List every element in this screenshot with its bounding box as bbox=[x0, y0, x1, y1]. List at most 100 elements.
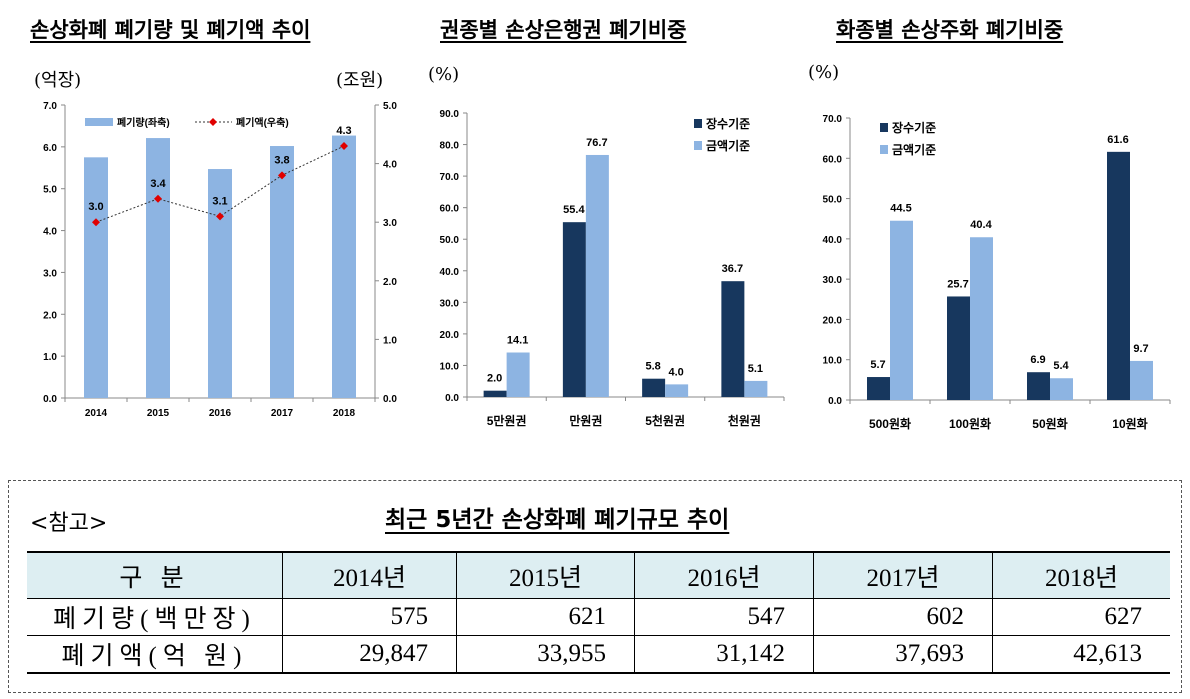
data-label: 3.1 bbox=[212, 195, 227, 207]
line-point-2016 bbox=[216, 212, 224, 221]
bar-천원권-장수기준 bbox=[721, 281, 745, 397]
legend-swatch bbox=[880, 123, 888, 132]
bar-5만원권-금액기준 bbox=[506, 352, 530, 397]
y-tick-label: 80.0 bbox=[440, 141, 460, 152]
y-tick-label: 40.0 bbox=[823, 235, 843, 246]
y-tick-label: 6.0 bbox=[43, 143, 57, 154]
bar-2014 bbox=[84, 157, 108, 398]
data-label: 61.6 bbox=[1107, 134, 1128, 146]
cell: 547 bbox=[634, 598, 814, 636]
x-tick-label: 50원화 bbox=[1032, 416, 1067, 431]
y-tick-label: 30.0 bbox=[440, 298, 460, 309]
bar-5천원권-장수기준 bbox=[642, 378, 666, 397]
x-tick-label: 2014 bbox=[85, 408, 108, 419]
bar-천원권-금액기준 bbox=[744, 380, 768, 397]
y-tick-label: 70.0 bbox=[823, 114, 843, 125]
cell: 33,955 bbox=[456, 635, 635, 673]
y-tick-label: 2.0 bbox=[43, 310, 57, 321]
legend-label: 장수기준 bbox=[892, 120, 936, 135]
y-tick-label: 4.0 bbox=[43, 227, 57, 238]
header-cell: 2017년 bbox=[813, 552, 993, 599]
x-tick-label: 만원권 bbox=[569, 413, 602, 428]
y-tick-label: 1.0 bbox=[43, 352, 57, 363]
cell: 31,142 bbox=[634, 635, 814, 673]
y-tick-label: 40.0 bbox=[440, 267, 460, 278]
x-tick-label: 5천원권 bbox=[645, 413, 685, 428]
cell: 602 bbox=[813, 598, 993, 636]
charts: 0.0 1.0 2.0 3.0 4.0 5.0 6.0 7.0 0.0 1.0 2.0 3.0 4.0 5… bbox=[43, 101, 1171, 431]
legend-label: 폐기량(좌축) bbox=[117, 116, 170, 129]
y-tick-label: 60.0 bbox=[440, 204, 460, 215]
legend-label: 금액기준 bbox=[706, 138, 750, 153]
bar-만원권-장수기준 bbox=[562, 222, 586, 397]
data-label: 4.0 bbox=[668, 366, 683, 378]
data-label: 44.5 bbox=[890, 203, 911, 215]
row-label: 폐기액(억 원) bbox=[61, 643, 248, 670]
bar-만원권-금액기준 bbox=[585, 154, 609, 397]
x-tick-label: 2017 bbox=[271, 408, 294, 419]
line-point-2014 bbox=[92, 218, 100, 227]
right-tick-label: 5.0 bbox=[383, 101, 397, 112]
x-tick-label: 500원화 bbox=[869, 416, 911, 431]
legend-label: 장수기준 bbox=[706, 116, 750, 131]
bar-2018 bbox=[332, 135, 356, 398]
y-tick-label: 10.0 bbox=[440, 361, 460, 372]
data-label: 25.7 bbox=[947, 278, 968, 290]
data-label: 3.0 bbox=[88, 201, 103, 213]
bar-50원화-금액기준 bbox=[1050, 378, 1073, 400]
cell: 37,693 bbox=[813, 635, 993, 673]
bar-100원화-장수기준 bbox=[947, 296, 970, 400]
row-label: 폐기량(백만장) bbox=[53, 606, 256, 633]
y-tick-label: 0.0 bbox=[828, 396, 842, 407]
data-label: 5.7 bbox=[870, 359, 885, 371]
legend-bar-swatch bbox=[85, 118, 113, 126]
cell: 627 bbox=[992, 598, 1170, 636]
x-tick-label: 천원권 bbox=[728, 413, 761, 428]
bar-10원화-금액기준 bbox=[1130, 360, 1153, 400]
y-tick-label: 60.0 bbox=[823, 154, 843, 165]
y-tick-label: 0.0 bbox=[43, 394, 57, 405]
y-tick-label: 3.0 bbox=[43, 268, 57, 279]
reference-label: <참고> bbox=[30, 511, 108, 536]
data-label: 5.4 bbox=[1053, 360, 1069, 372]
legend-swatch bbox=[694, 141, 702, 150]
cell: 575 bbox=[282, 598, 457, 636]
data-label: 14.1 bbox=[507, 335, 528, 347]
x-tick-label: 2018 bbox=[333, 408, 356, 419]
chart1-right-unit: (조원) bbox=[336, 70, 384, 91]
y-tick-label: 50.0 bbox=[823, 195, 843, 206]
y-tick-label: 10.0 bbox=[823, 356, 843, 367]
chart3-title: 화종별 손상주화 폐기비중 bbox=[836, 18, 1064, 42]
header-cell: 2016년 bbox=[634, 552, 814, 599]
y-tick-label: 70.0 bbox=[440, 172, 460, 183]
chart1-left-unit: (억장) bbox=[34, 70, 82, 91]
data-label: 2.0 bbox=[487, 373, 502, 385]
chart2-title: 권종별 손상은행권 폐기비중 bbox=[440, 18, 687, 42]
reference-box bbox=[8, 480, 1182, 693]
header-cell: 2015년 bbox=[456, 552, 635, 599]
bar-500원화-장수기준 bbox=[867, 377, 890, 400]
data-label: 9.7 bbox=[1133, 343, 1148, 355]
y-tick-label: 5.0 bbox=[43, 185, 57, 196]
legend-swatch bbox=[880, 145, 888, 154]
x-tick-label: 100원화 bbox=[949, 416, 991, 431]
cell: 29,847 bbox=[282, 635, 457, 673]
x-tick-label: 2015 bbox=[147, 408, 170, 419]
data-label: 4.3 bbox=[336, 125, 351, 137]
bar-100원화-금액기준 bbox=[970, 237, 993, 400]
y-tick-label: 7.0 bbox=[43, 101, 57, 112]
data-label: 40.4 bbox=[970, 219, 992, 231]
data-label: 3.4 bbox=[150, 178, 166, 190]
y-tick-label: 0.0 bbox=[445, 393, 459, 404]
legend-line-marker bbox=[209, 118, 217, 126]
disposal-table: 구 분 2014년 2015년 2016년 2017년 2018년 폐기량(백만… bbox=[27, 551, 1170, 674]
line-point-2015 bbox=[154, 194, 162, 203]
data-label: 55.4 bbox=[563, 204, 585, 216]
legend-swatch bbox=[694, 119, 702, 128]
bar-2017 bbox=[270, 146, 294, 398]
table-title: 최근 5년간 손상화폐 폐기규모 추이 bbox=[385, 507, 730, 533]
data-label: 5.1 bbox=[748, 363, 763, 375]
right-tick-label: 3.0 bbox=[383, 218, 397, 229]
data-label: 36.7 bbox=[722, 263, 743, 275]
legend-label: 폐기액(우축) bbox=[236, 116, 289, 129]
